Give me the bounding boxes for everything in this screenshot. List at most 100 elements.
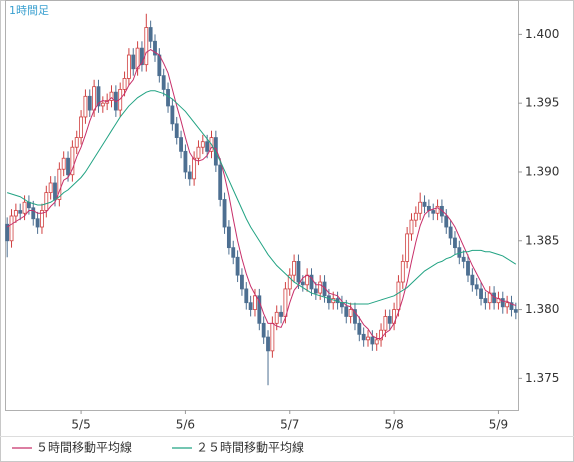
candle-body — [253, 295, 257, 310]
candle-body — [461, 256, 466, 262]
candle-body — [79, 116, 84, 138]
candle-body — [153, 40, 157, 56]
candle-body — [474, 284, 479, 290]
candle-body — [344, 306, 349, 317]
x-tick-label: 5/8 — [384, 418, 403, 432]
candle-body — [387, 316, 392, 324]
candle-body — [148, 27, 153, 42]
candle-body — [235, 256, 240, 276]
candle-body — [400, 261, 405, 283]
candle-body — [70, 146, 75, 176]
candle-body — [305, 274, 310, 286]
candle-body — [313, 288, 318, 294]
plot-frame — [5, 0, 519, 411]
candle-body — [126, 54, 131, 79]
candle-body — [374, 339, 379, 345]
candle-body — [340, 302, 344, 308]
candle-body — [166, 89, 170, 107]
y-tick-label: 1.400 — [525, 27, 559, 41]
candle-body — [409, 219, 414, 235]
candle-body — [300, 281, 305, 286]
candle-body — [205, 141, 210, 152]
candle-body — [509, 302, 514, 310]
candle-body — [83, 95, 88, 118]
x-tick-label: 5/5 — [71, 418, 90, 432]
candle-body — [131, 54, 136, 70]
moving-average-line — [7, 90, 517, 305]
candle-body — [383, 316, 388, 331]
candle-body — [448, 226, 453, 239]
candle-body — [431, 210, 436, 214]
candle-body — [179, 137, 183, 152]
legend: ５時間移動平均線 ２５時間移動平均線 — [12, 440, 304, 455]
candle-body — [13, 210, 18, 217]
y-tick-label: 1.380 — [525, 302, 559, 316]
candle-body — [92, 86, 97, 111]
candle-body — [379, 329, 383, 341]
candle-body — [183, 150, 188, 173]
candle-body — [422, 201, 427, 207]
y-tick-label: 1.375 — [525, 371, 559, 385]
candle-body — [226, 226, 231, 249]
candle-body — [140, 47, 144, 66]
candle-body — [353, 309, 357, 324]
candle-body — [287, 274, 292, 290]
candle-body — [505, 302, 510, 308]
candle-body — [466, 261, 470, 276]
candle-body — [309, 274, 314, 290]
candle-body — [200, 141, 205, 148]
candle-body — [66, 157, 70, 176]
candle-body — [348, 309, 353, 317]
candle-body — [170, 105, 175, 125]
candle-body — [266, 336, 270, 352]
candle-body — [261, 322, 266, 338]
candle-body — [279, 311, 283, 317]
candle-body — [370, 336, 375, 345]
candle-body — [418, 201, 423, 214]
candle-body — [87, 95, 92, 111]
candle-body — [292, 261, 297, 276]
candle-body — [248, 302, 253, 310]
x-tick-label: 5/9 — [489, 418, 508, 432]
candle-body — [61, 157, 66, 170]
candle-body — [500, 298, 505, 308]
candle-body — [270, 322, 275, 352]
candle-body — [357, 322, 362, 335]
candle-body — [361, 333, 366, 341]
candle-body — [192, 157, 197, 180]
legend-label: ２５時間移動平均線 — [196, 440, 304, 455]
candle-body — [244, 288, 249, 304]
candle-body — [231, 247, 236, 258]
candle-body — [9, 215, 14, 242]
candle-body — [122, 78, 127, 90]
candle-body — [396, 281, 401, 310]
candle-body — [109, 91, 114, 101]
candle-body — [40, 210, 44, 228]
candle-body — [218, 164, 223, 200]
candle-body — [44, 192, 49, 211]
candle-body — [444, 215, 449, 228]
candle-body — [435, 205, 440, 214]
candle-body — [470, 274, 475, 286]
x-tick-label: 5/6 — [176, 418, 195, 432]
candle-body — [174, 123, 179, 138]
candle-body — [31, 207, 36, 220]
candle-body — [453, 237, 457, 249]
candle-body — [22, 201, 27, 214]
candle-body — [274, 311, 279, 324]
candle-body — [74, 137, 79, 148]
candle-body — [413, 212, 418, 221]
candle-body — [296, 261, 301, 283]
candle-body — [161, 75, 166, 90]
candle-body — [318, 281, 323, 294]
chart-title: 1時間足 — [9, 4, 49, 17]
candle-body — [18, 210, 23, 214]
candle-body — [366, 336, 370, 341]
legend-label: ５時間移動平均線 — [36, 440, 132, 455]
candle-body — [48, 182, 53, 194]
candle-body — [5, 223, 10, 242]
y-tick-label: 1.390 — [525, 164, 559, 178]
candle-body — [513, 309, 518, 313]
